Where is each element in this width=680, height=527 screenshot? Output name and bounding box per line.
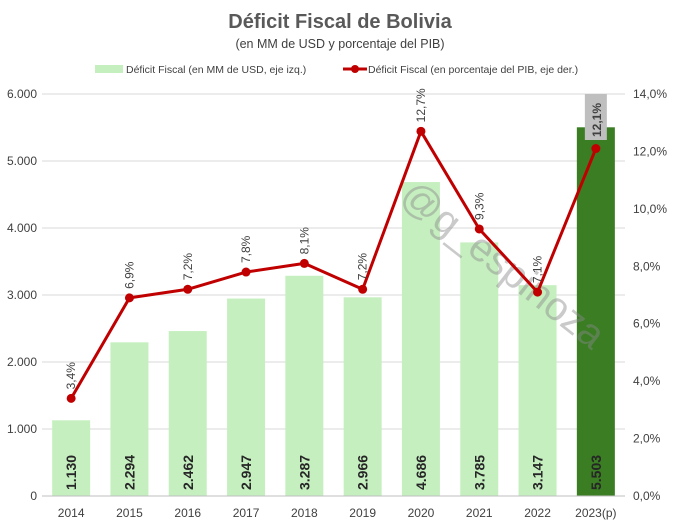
right-axis-tick-label: 0,0% xyxy=(633,489,661,503)
left-axis-tick-label: 1.000 xyxy=(7,422,37,436)
left-axis-tick-label: 0 xyxy=(30,489,37,503)
bar-2021 xyxy=(460,242,499,496)
bar-value-label: 3.287 xyxy=(296,455,312,490)
chart-title: Déficit Fiscal de Bolivia xyxy=(228,11,452,33)
legend-line-marker xyxy=(351,65,359,73)
highlight-label-background xyxy=(584,94,607,140)
x-axis-tick-label: 2023(p) xyxy=(575,506,616,520)
percent-marker-2015 xyxy=(124,293,134,303)
legend: Déficit Fiscal (en MM de USD, eje izq.) … xyxy=(95,64,578,76)
line-value-label: 8,1% xyxy=(297,227,311,255)
left-axis-tick-label: 2.000 xyxy=(7,355,37,369)
left-axis-tick-label: 5.000 xyxy=(7,154,37,168)
right-axis-tick-label: 8,0% xyxy=(633,259,661,273)
legend-bar-swatch xyxy=(95,65,123,73)
line-value-label: 9,3% xyxy=(472,192,486,220)
bar-2016 xyxy=(168,331,207,496)
line-value-label: 7,2% xyxy=(181,253,195,281)
x-axis-tick-label: 2015 xyxy=(116,506,143,520)
x-axis-tick-label: 2018 xyxy=(291,506,318,520)
bar-2014 xyxy=(52,420,91,496)
line-value-label: 7,8% xyxy=(239,235,253,263)
legend-line-label: Déficit Fiscal (en porcentaje del PIB, e… xyxy=(368,64,578,76)
line-value-label: 12,1% xyxy=(590,103,604,137)
percent-marker-2021 xyxy=(474,224,484,234)
x-axis-tick-label: 2016 xyxy=(174,506,201,520)
x-axis-tick-label: 2022 xyxy=(524,506,551,520)
bar-2019 xyxy=(343,297,382,496)
x-axis-tick-label: 2019 xyxy=(349,506,376,520)
line-value-label: 3,4% xyxy=(64,362,78,390)
bar-2020 xyxy=(401,182,440,496)
bar-value-label: 2.947 xyxy=(238,455,254,490)
bar-value-label: 2.462 xyxy=(180,455,196,490)
right-axis-tick-label: 4,0% xyxy=(633,374,661,388)
line-value-label: 12,7% xyxy=(414,88,428,122)
bar-value-label: 3.147 xyxy=(530,455,546,490)
bar-value-label: 5.503 xyxy=(588,455,604,490)
percent-marker-2016 xyxy=(183,284,193,294)
x-axis-tick-label: 2017 xyxy=(233,506,260,520)
left-axis-tick-label: 3.000 xyxy=(7,288,37,302)
bar-2022 xyxy=(518,285,557,496)
percent-marker-2018 xyxy=(299,258,309,268)
bar-value-label: 3.785 xyxy=(471,455,487,490)
x-axis-tick-label: 2020 xyxy=(408,506,435,520)
x-axis-tick-label: 2021 xyxy=(466,506,493,520)
bar-value-label: 4.686 xyxy=(413,455,429,490)
right-axis-tick-label: 6,0% xyxy=(633,317,661,331)
right-axis-tick-label: 10,0% xyxy=(633,202,667,216)
bar-value-label: 2.966 xyxy=(355,455,371,490)
left-axis-tick-label: 6.000 xyxy=(7,87,37,101)
line-value-label: 7,1% xyxy=(531,255,545,283)
percent-marker-2023(p) xyxy=(591,144,601,154)
legend-bar-label: Déficit Fiscal (en MM de USD, eje izq.) xyxy=(126,64,306,76)
left-axis-tick-label: 4.000 xyxy=(7,221,37,235)
bar-2017 xyxy=(227,298,266,496)
x-axis-tick-label: 2014 xyxy=(58,506,85,520)
percent-marker-2014 xyxy=(66,393,76,403)
percent-marker-2017 xyxy=(241,267,251,277)
bar-value-label: 1.130 xyxy=(63,455,79,490)
right-axis-tick-label: 2,0% xyxy=(633,432,661,446)
right-axis-tick-label: 14,0% xyxy=(633,87,667,101)
right-axis-tick-label: 12,0% xyxy=(633,144,667,158)
line-value-label: 6,9% xyxy=(122,261,136,289)
line-value-label: 7,2% xyxy=(356,253,370,281)
bar-value-label: 2.294 xyxy=(121,455,137,490)
bar-2015 xyxy=(110,342,149,496)
percent-marker-2019 xyxy=(358,284,368,294)
bar-2018 xyxy=(285,275,324,496)
chart-subtitle: (en MM de USD y porcentaje del PIB) xyxy=(235,37,444,51)
percent-line xyxy=(69,129,598,400)
percent-marker-2020 xyxy=(416,126,426,136)
bar-2023(p) xyxy=(576,127,615,496)
percent-marker-2022 xyxy=(533,287,543,297)
